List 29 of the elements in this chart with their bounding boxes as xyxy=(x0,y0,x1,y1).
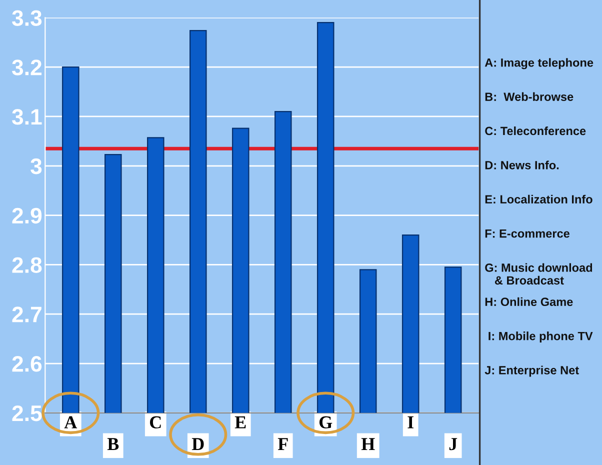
text: H: Online Game xyxy=(485,297,573,306)
text: A: Image telephone xyxy=(484,58,594,70)
x-tick-label: B xyxy=(107,438,119,450)
y-tick-label: 3.2 xyxy=(12,60,42,76)
text: J: Enterprise Net xyxy=(484,366,579,377)
y-tick-label: 3 xyxy=(30,158,42,174)
y-tick-label: 2.9 xyxy=(12,208,42,224)
y-tick-label: 2.8 xyxy=(12,257,42,273)
x-tick-label: A xyxy=(64,416,78,428)
x-tick-label: C xyxy=(150,416,161,428)
text: I: Mobile phone TV xyxy=(488,332,593,343)
y-tick-label: 2.5 xyxy=(12,405,42,422)
x-tick-label: E xyxy=(234,416,246,428)
y-tick-label: 2.6 xyxy=(12,356,42,372)
y-tick-label: 2.7 xyxy=(12,306,42,322)
text: E: Localization Info xyxy=(485,194,592,204)
text: G: Music download & Broadcast xyxy=(485,263,592,285)
text: C: Teleconference xyxy=(485,126,586,136)
x-tick-label: J xyxy=(449,438,458,450)
text: D: News Info. xyxy=(485,160,559,170)
text: F: E-commerce xyxy=(485,229,570,238)
x-tick-label: H xyxy=(361,438,375,450)
x-tick-label: G xyxy=(319,416,332,428)
y-tick-label: 3.1 xyxy=(12,109,42,125)
x-tick-label: D xyxy=(192,438,204,450)
text: B: Web-browse xyxy=(485,92,574,101)
x-tick-label: F xyxy=(278,438,288,450)
x-tick-label: I xyxy=(408,416,414,428)
y-tick-label: 3.3 xyxy=(12,10,42,26)
